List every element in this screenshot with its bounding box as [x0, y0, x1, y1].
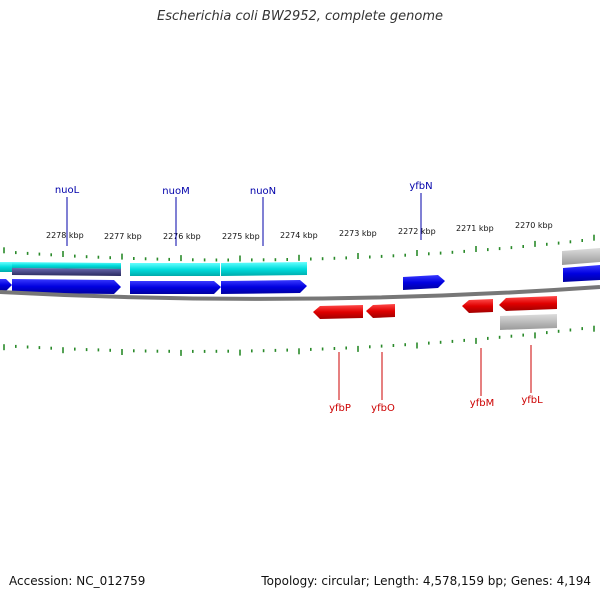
top-gene-labels: nuoL nuoM nuoN yfbN [55, 181, 433, 197]
bottom-gene-leaders [338, 345, 532, 400]
cds-arrow[interactable] [403, 275, 445, 290]
ruler-label-2278: 2278 kbp [46, 231, 84, 240]
accession-text: Accession: NC_012759 [9, 574, 146, 588]
ruler-label-2275: 2275 kbp [222, 232, 260, 241]
gene-feature[interactable] [221, 262, 307, 276]
forward-cds-track [0, 265, 600, 294]
gene-feature[interactable] [130, 263, 220, 276]
ruler-label-2271: 2271 kbp [456, 224, 494, 233]
ruler-labels: 2278 kbp 2277 kbp 2276 kbp 2275 kbp 2274… [46, 221, 553, 241]
ruler-label-2274: 2274 kbp [280, 231, 318, 240]
gene-label-nuol[interactable]: nuoL [55, 185, 80, 196]
gene-feature[interactable] [500, 314, 557, 330]
bottom-gene-labels: yfbP yfbO yfbM yfbL [329, 395, 543, 414]
ruler-label-2272: 2272 kbp [398, 227, 436, 236]
ruler-label-2270: 2270 kbp [515, 221, 553, 230]
reverse-cds-track [313, 296, 557, 319]
cds-arrow[interactable] [221, 280, 307, 294]
gene-label-nuom[interactable]: nuoM [162, 186, 189, 197]
gene-label-nuon[interactable]: nuoN [250, 186, 276, 197]
cds-arrow[interactable] [12, 279, 121, 294]
gene-label-yfbo[interactable]: yfbO [371, 403, 395, 414]
gene-label-yfbl[interactable]: yfbL [521, 395, 543, 406]
gene-track [0, 248, 600, 330]
genome-summary-text: Topology: circular; Length: 4,578,159 bp… [261, 574, 591, 588]
gene-label-yfbp[interactable]: yfbP [329, 403, 351, 414]
inner-tick-ring [3, 325, 595, 356]
ruler-label-2273: 2273 kbp [339, 229, 377, 238]
gene-label-yfbn[interactable]: yfbN [409, 181, 432, 192]
ruler-label-2277: 2277 kbp [104, 232, 142, 241]
gene-feature[interactable] [562, 248, 600, 265]
ruler-label-2276: 2276 kbp [163, 232, 201, 241]
map-title: Escherichia coli BW2952, complete genome [157, 9, 443, 24]
cds-arrow[interactable] [130, 281, 221, 294]
cds-arrow[interactable] [0, 279, 12, 291]
cds-arrow[interactable] [499, 296, 557, 311]
gene-feature[interactable] [12, 268, 121, 276]
outer-tick-ring [3, 234, 595, 262]
genome-backbone [0, 285, 600, 301]
gene-feature[interactable] [0, 262, 12, 272]
top-gene-leaders [66, 193, 422, 246]
cds-arrow[interactable] [462, 299, 493, 313]
cds-arrow[interactable] [313, 305, 363, 319]
cds-arrow[interactable] [563, 265, 600, 282]
cds-arrow[interactable] [366, 304, 395, 318]
gene-feature[interactable] [12, 262, 121, 269]
gene-label-yfbm[interactable]: yfbM [470, 398, 494, 409]
